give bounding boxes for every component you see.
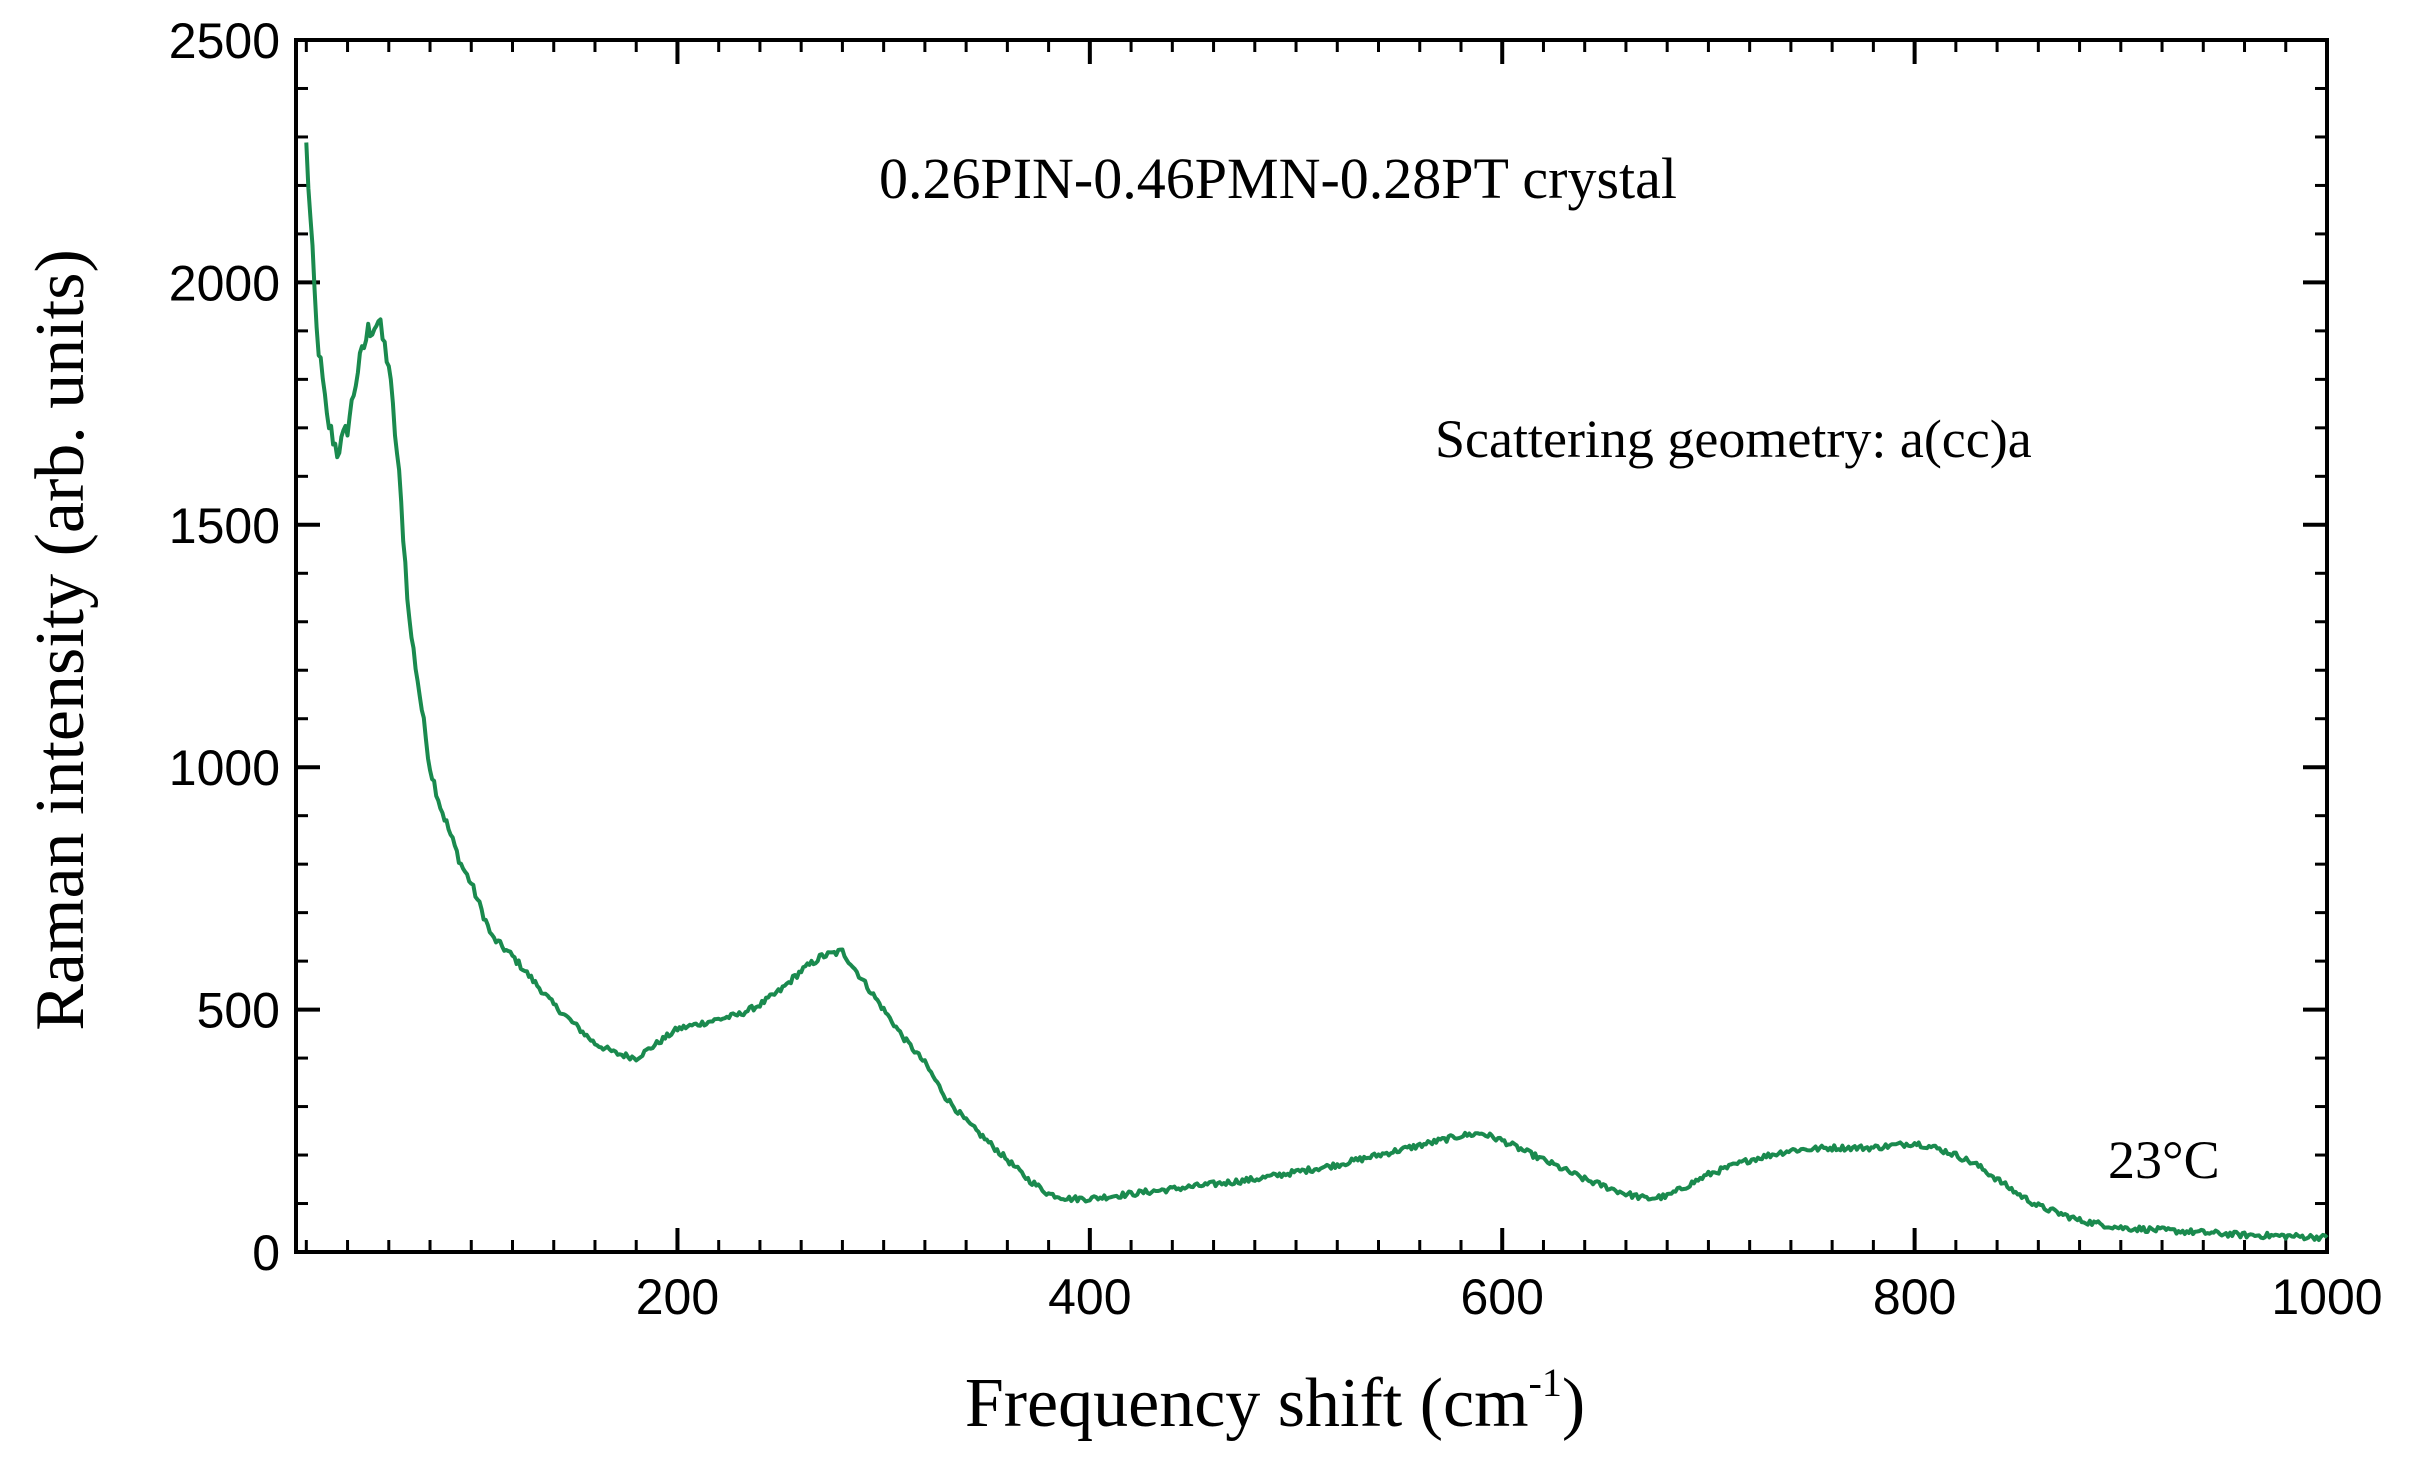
x-axis-title-main: Frequency shift (cm <box>965 1365 1529 1442</box>
x-tick-label: 400 <box>1048 1269 1131 1325</box>
major-ticks <box>296 38 2329 1254</box>
x-tick-labels: 200 400 600 800 1000 <box>636 1269 2383 1325</box>
x-tick-label: 600 <box>1461 1269 1544 1325</box>
plot-frame <box>294 38 2329 1254</box>
x-axis-title: Frequency shift (cm-1) <box>965 1360 1585 1442</box>
x-tick-label: 800 <box>1873 1269 1956 1325</box>
y-tick-labels: 0 500 1000 1500 2000 2500 <box>169 13 280 1281</box>
minor-ticks <box>296 40 2327 1252</box>
x-axis-title-end: ) <box>1562 1365 1585 1442</box>
y-tick-label: 1000 <box>169 740 280 796</box>
y-axis-title: Raman intensity (arb. units) <box>22 249 99 1031</box>
y-tick-label: 0 <box>252 1225 280 1281</box>
raman-spectrum-line <box>304 142 2329 1242</box>
y-tick-label: 2500 <box>169 13 280 69</box>
y-tick-label: 500 <box>197 983 280 1039</box>
x-axis-title-superscript: -1 <box>1529 1360 1562 1405</box>
y-tick-label: 1500 <box>169 498 280 554</box>
x-tick-label: 200 <box>636 1269 719 1325</box>
temperature-annotation: 23°C <box>2108 1130 2220 1190</box>
x-tick-label: 1000 <box>2271 1269 2382 1325</box>
scattering-geometry-annotation: Scattering geometry: a(cc)a <box>1435 409 2032 469</box>
chart-title: 0.26PIN-0.46PMN-0.28PT crystal <box>879 146 1677 211</box>
y-tick-label: 2000 <box>169 255 280 311</box>
